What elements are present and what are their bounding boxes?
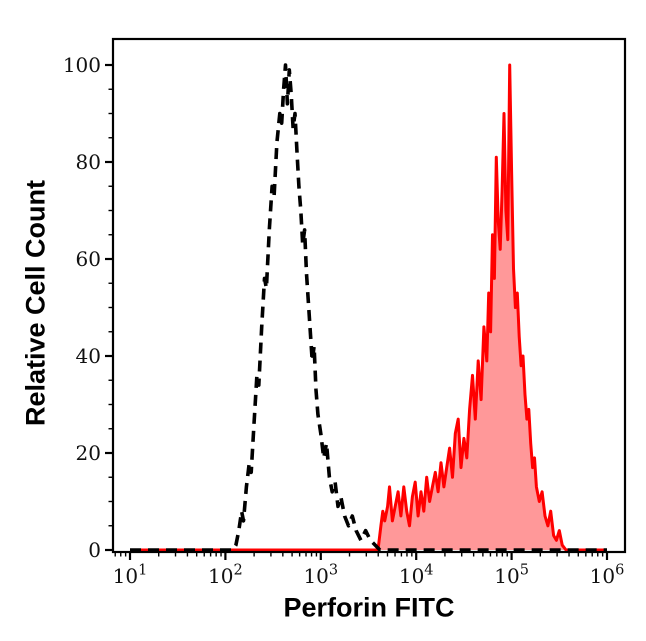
y-tick-label: 100 xyxy=(63,53,101,77)
y-tick-label: 40 xyxy=(76,344,101,368)
perforin-fitc-stained-fill xyxy=(130,65,607,550)
perforin-fitc-stained-curve xyxy=(130,63,607,552)
isotype-control-curve xyxy=(130,63,607,552)
x-tick-label: 104 xyxy=(399,563,434,589)
y-axis-title: Relative Cell Count xyxy=(20,179,51,427)
y-tick-label: 60 xyxy=(76,247,101,271)
x-tick-label: 105 xyxy=(494,563,529,589)
x-tick-label: 103 xyxy=(303,563,338,589)
y-tick-label: 80 xyxy=(76,150,101,174)
x-tick-label: 102 xyxy=(208,563,243,589)
x-tick-label: 101 xyxy=(113,563,148,589)
y-tick-label: 0 xyxy=(88,538,101,562)
y-tick-label: 20 xyxy=(76,441,101,465)
plot-frame xyxy=(111,37,627,554)
x-tick-label: 106 xyxy=(590,563,625,589)
x-axis-title: Perforin FITC xyxy=(283,592,455,623)
